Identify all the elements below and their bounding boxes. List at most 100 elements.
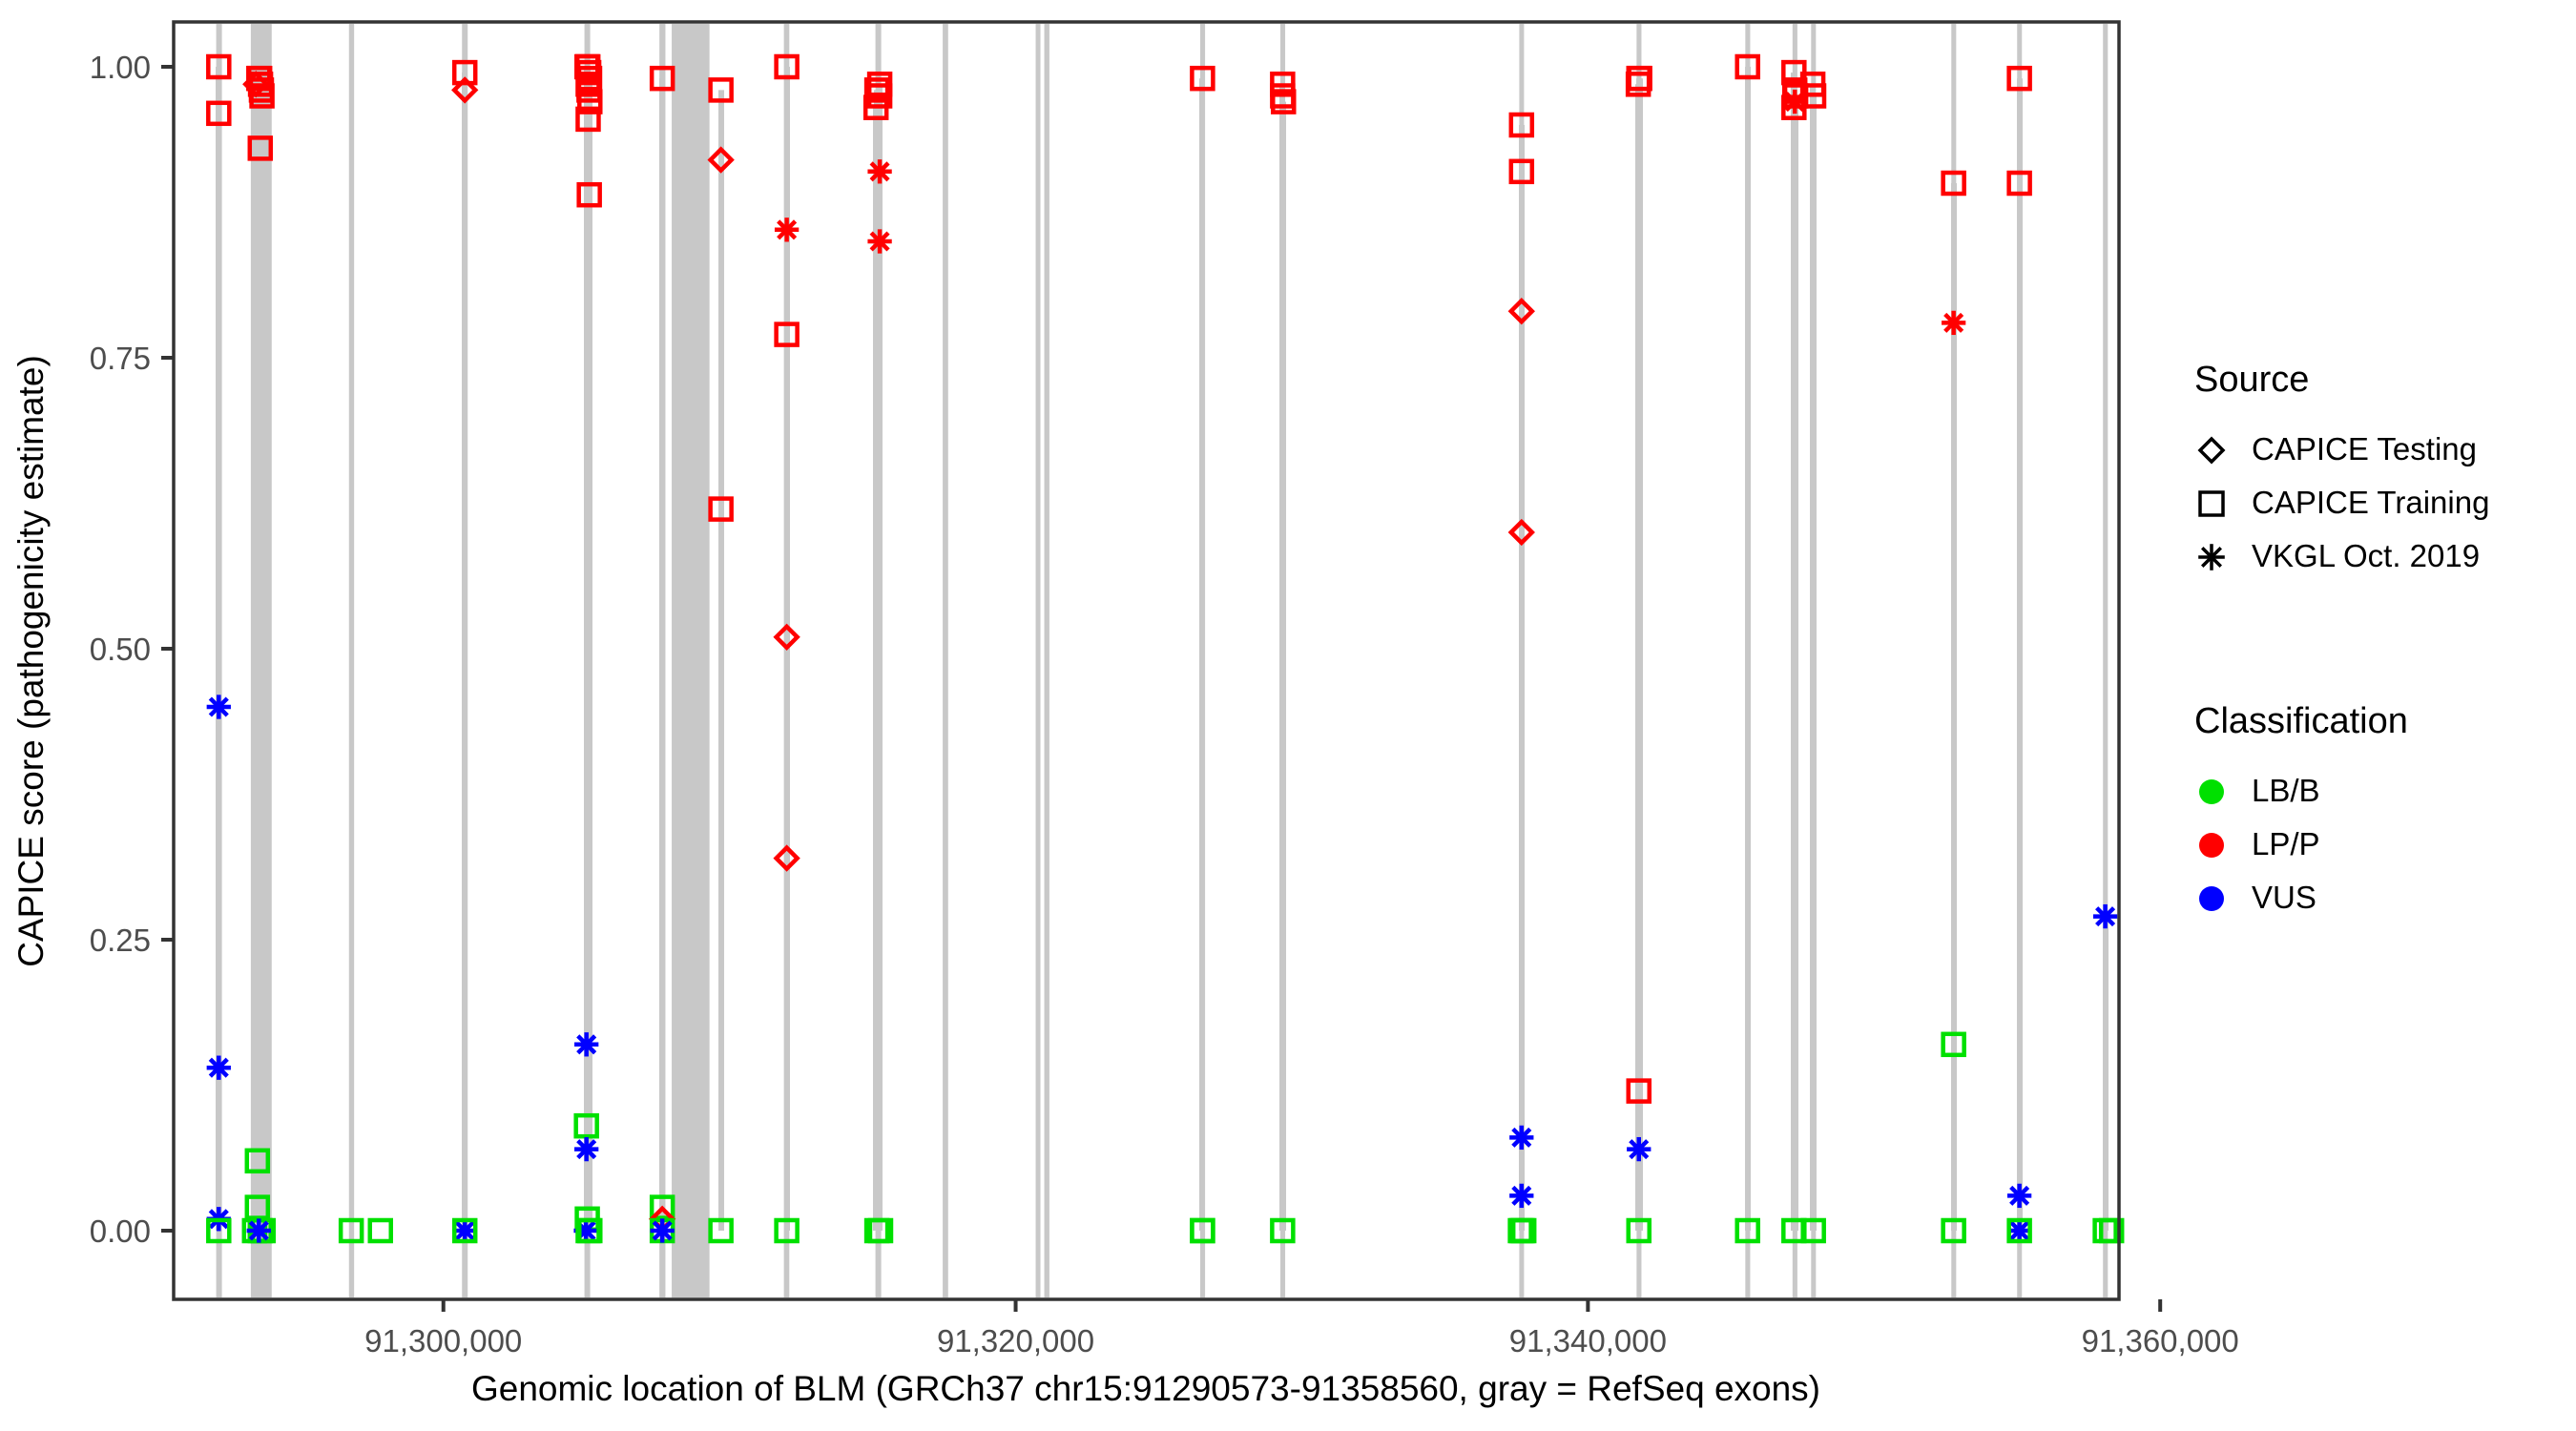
exon-bar — [1044, 24, 1049, 1297]
data-point-marker — [774, 1217, 800, 1244]
legend: Source CAPICE Testing CAPICE Training VKGL … — [2194, 360, 2489, 915]
data-point-marker — [2006, 170, 2032, 197]
data-point-marker — [1270, 1217, 1296, 1244]
y-axis-tick-label: 0.25 — [90, 923, 151, 958]
data-point-marker — [1507, 518, 1535, 547]
x-axis-tick-label: 91,300,000 — [364, 1323, 522, 1358]
exon-bar — [2103, 24, 2109, 1297]
data-point-marker — [649, 65, 675, 92]
data-point-marker — [1941, 170, 1966, 197]
data-point-marker — [1190, 65, 1215, 92]
data-point-marker — [206, 53, 232, 80]
data-point-marker — [867, 159, 892, 184]
data-point-marker — [246, 1218, 271, 1243]
data-point-marker — [708, 1217, 734, 1244]
exon-bar — [672, 24, 710, 1297]
data-point-marker — [206, 1055, 231, 1080]
data-point-marker — [650, 1218, 675, 1243]
data-point-marker — [1782, 89, 1807, 114]
data-point-marker — [452, 1218, 477, 1243]
data-point-marker — [338, 1217, 364, 1244]
data-point-marker — [249, 83, 275, 109]
y-axis-tick-label: 0.00 — [90, 1213, 151, 1249]
x-axis: 91,300,000 91,320,000 91,340,000 91,360,000 — [364, 1299, 2239, 1358]
data-point-marker — [773, 623, 800, 651]
legend-item-label: CAPICE Training — [2252, 485, 2489, 520]
legend-title-classification: Classification — [2194, 701, 2408, 741]
data-point-marker — [708, 496, 734, 522]
data-point-marker — [206, 695, 231, 719]
data-point-marker — [247, 135, 274, 161]
data-point-marker — [773, 844, 800, 872]
data-point-marker — [1800, 1217, 1826, 1244]
plot-panel-border — [172, 20, 2121, 1301]
data-point-marker — [242, 71, 270, 98]
data-point-marker — [577, 1217, 603, 1244]
data-point-marker — [244, 1194, 271, 1220]
data-point-marker — [2006, 1218, 2032, 1243]
data-point-marker — [2098, 1217, 2125, 1244]
data-point-marker — [451, 1217, 478, 1244]
data-point-marker — [451, 59, 478, 86]
circle-legend-icon — [2199, 886, 2224, 911]
legend-item-source-2[interactable]: VKGL Oct. 2019 — [2198, 538, 2480, 573]
data-point-marker — [866, 83, 893, 109]
data-point-marker — [1625, 72, 1652, 97]
data-point-marker — [573, 1112, 599, 1139]
y-axis-tick-label: 0.50 — [90, 632, 151, 667]
legend-item-classification-1[interactable]: LP/P — [2199, 826, 2320, 861]
exon-bar — [348, 24, 355, 1297]
data-point-marker — [206, 100, 232, 127]
x-axis-tick-label: 91,360,000 — [2082, 1323, 2239, 1358]
data-point-marker — [1942, 310, 1966, 336]
data-point-marker — [2006, 1217, 2032, 1244]
data-point-marker — [1510, 1217, 1537, 1244]
legend-item-label: VKGL Oct. 2019 — [2252, 538, 2480, 573]
data-point-marker — [451, 76, 479, 104]
legend-title-source: Source — [2194, 360, 2309, 400]
data-point-marker — [2006, 65, 2032, 92]
data-point-marker — [577, 89, 603, 114]
data-point-marker — [2092, 903, 2118, 929]
data-point-marker — [1190, 1217, 1215, 1244]
data-point-marker — [367, 1217, 393, 1244]
legend-item-source-1[interactable]: CAPICE Training — [2198, 485, 2489, 520]
data-point-marker — [867, 229, 892, 254]
legend-item-label: LB/B — [2252, 773, 2320, 808]
data-point-marker — [1509, 1125, 1534, 1151]
data-point-marker — [708, 77, 734, 103]
data-point-marker — [1508, 158, 1535, 185]
legend-item-label: LP/P — [2252, 826, 2320, 861]
data-point-marker — [1735, 1217, 1760, 1244]
y-axis-title: CAPICE score (pathogenicity estimate) — [11, 355, 51, 967]
y-axis: 0.00 0.25 0.50 0.75 1.00 — [90, 50, 174, 1249]
y-axis-tick-label: 1.00 — [90, 50, 151, 85]
legend-item-source-0[interactable]: CAPICE Testing — [2197, 431, 2477, 467]
data-point-marker — [1941, 1031, 1966, 1058]
data-point-marker — [244, 1148, 271, 1174]
data-point-marker — [2006, 1183, 2032, 1209]
data-point-marker — [707, 146, 735, 174]
data-point-marker — [1270, 83, 1296, 109]
exon-bar — [1035, 24, 1041, 1297]
data-point-marker — [774, 53, 800, 80]
data-point-marker — [1508, 112, 1535, 138]
legend-item-classification-0[interactable]: LB/B — [2199, 773, 2320, 808]
data-points-layer — [206, 53, 2125, 1244]
data-point-marker — [574, 1032, 599, 1057]
legend-item-classification-2[interactable]: VUS — [2199, 880, 2316, 915]
y-axis-tick-label: 0.75 — [90, 341, 151, 376]
data-point-marker — [576, 181, 602, 208]
data-point-marker — [867, 1217, 894, 1244]
x-axis-tick-label: 91,320,000 — [937, 1323, 1094, 1358]
data-point-marker — [649, 1194, 675, 1220]
circle-legend-icon — [2199, 833, 2224, 858]
x-axis-title: Genomic location of BLM (GRCh37 chr15:91… — [471, 1369, 1820, 1408]
data-point-marker — [863, 77, 890, 103]
stem-lines-layer — [216, 67, 2109, 1231]
data-point-marker — [1626, 1217, 1652, 1244]
data-point-marker — [774, 218, 800, 242]
data-point-marker — [575, 106, 601, 133]
data-point-marker — [1509, 1183, 1534, 1209]
